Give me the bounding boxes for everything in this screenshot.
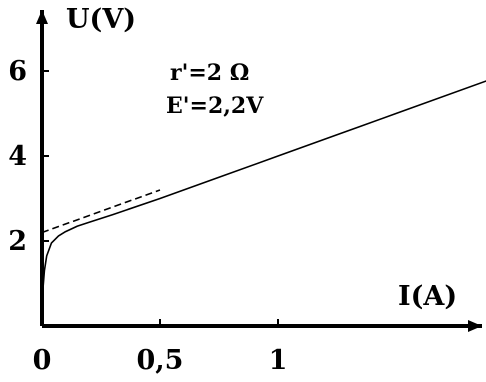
x-axis-label: I(A) — [398, 281, 457, 312]
y-tick-label: 4 — [8, 141, 27, 172]
y-tick-label: 2 — [8, 226, 27, 257]
tangent-line-dashed — [41, 189, 161, 234]
characteristic-curve — [41, 80, 486, 327]
annotation-emf: E'=2,2V — [166, 93, 264, 119]
y-ticks: 2 4 6 — [8, 56, 49, 257]
x-tick-label: 1 — [269, 345, 288, 376]
y-tick-label: 6 — [8, 56, 27, 87]
series-layer — [41, 80, 486, 327]
x-tick-label: 0,5 — [137, 345, 184, 376]
annotation-resistance: r'=2 Ω — [170, 60, 249, 86]
x-ticks: 0 0,5 1 — [33, 319, 288, 376]
y-axis-label: U(V) — [66, 4, 136, 35]
x-tick-label: 0 — [33, 345, 52, 376]
